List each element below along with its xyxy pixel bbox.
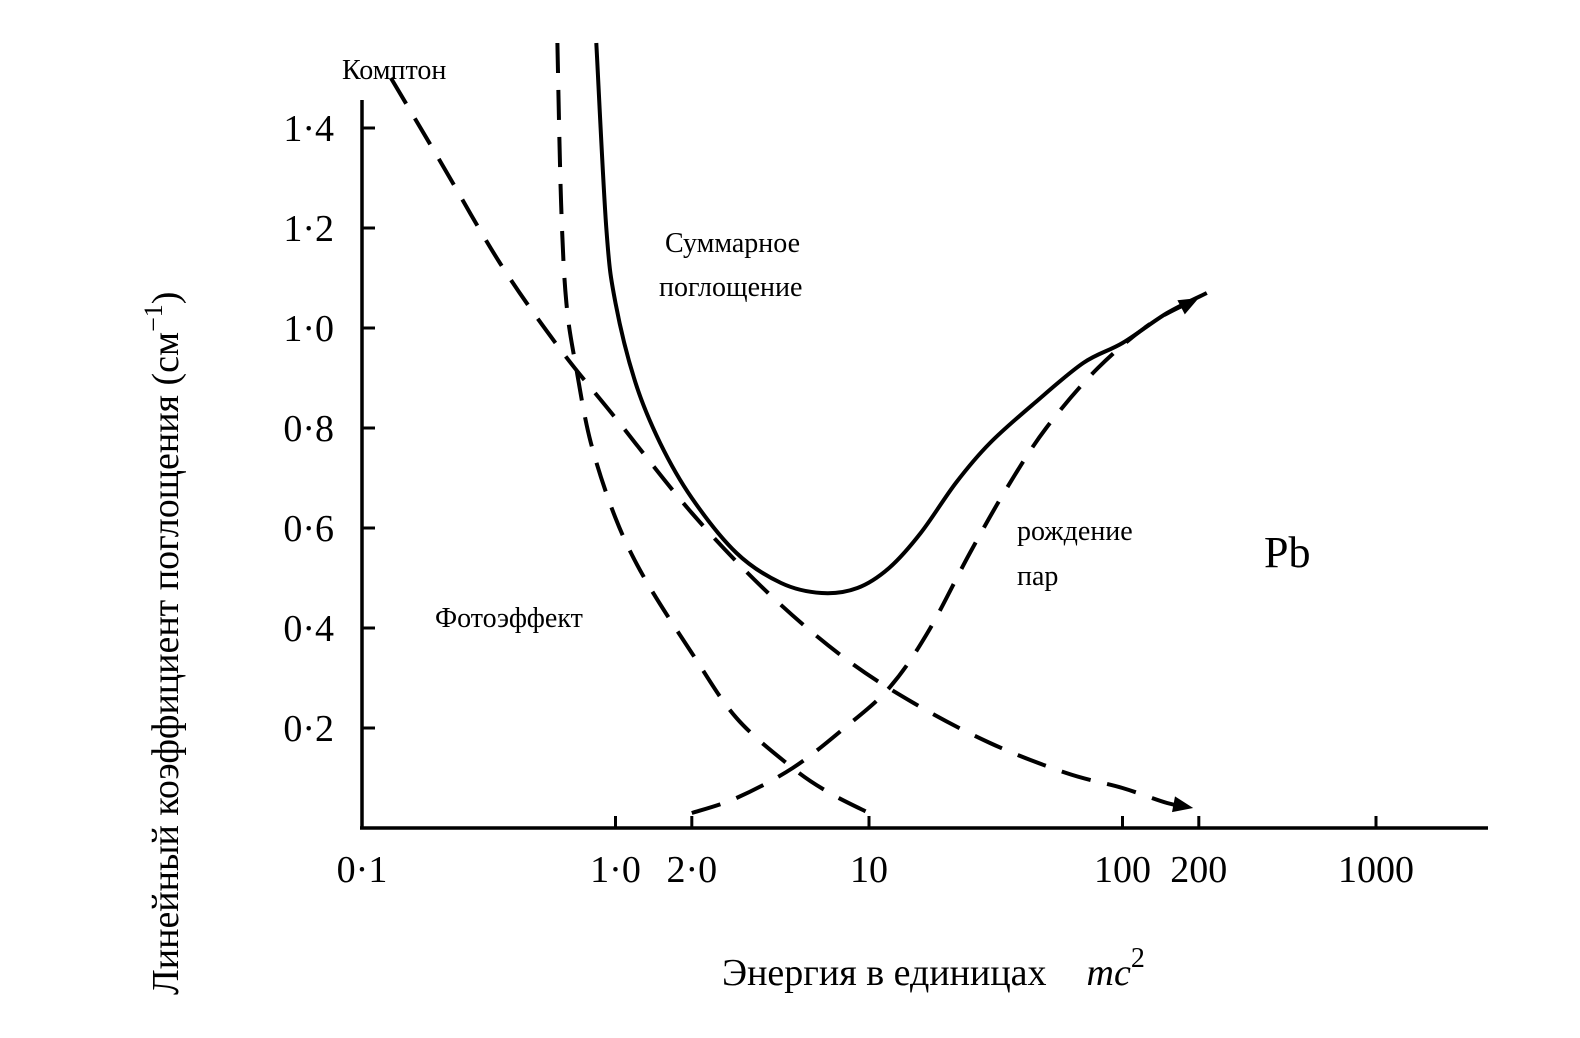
total-absorption-label-line1: Суммарное <box>665 228 800 259</box>
arrow-layer <box>1172 298 1199 813</box>
pair-production-label-line1: рождение <box>1017 516 1133 547</box>
y-tick-label-1: 1·0 <box>283 308 334 350</box>
pair-production-label-line2: пар <box>1017 561 1058 592</box>
photoeffect-curve <box>555 42 870 815</box>
x-tick-label-100: 100 <box>1094 849 1151 891</box>
total-absorption-curve <box>594 42 1208 596</box>
axes <box>360 100 1488 830</box>
y-axis-title-exponent: −1 <box>139 304 168 332</box>
pair-production-curve-arrowhead <box>1177 298 1199 315</box>
compton-label: Комптон <box>342 55 446 86</box>
x-axis-title-unit: mc <box>1087 952 1131 994</box>
compton-curve <box>389 76 1194 810</box>
y-tick-label-1-2: 1·2 <box>283 208 334 250</box>
x-tick-label-10: 10 <box>850 849 888 891</box>
x-ticks: 0·1 1·0 2·0 10 100 200 1000 <box>337 816 1414 891</box>
y-tick-label-0-4: 0·4 <box>283 608 334 650</box>
x-tick-label-200: 200 <box>1170 849 1227 891</box>
x-tick-label-1000: 1000 <box>1338 849 1414 891</box>
series-layer <box>389 42 1208 815</box>
y-axis-title-text: Линейный коэффициент поглощения (см <box>145 332 187 995</box>
y-tick-label-0-8: 0·8 <box>283 408 334 450</box>
y-axis-title: Линейный коэффициент поглощения (см−1) <box>139 292 187 995</box>
y-tick-label-0-2: 0·2 <box>283 708 334 750</box>
x-tick-label-1: 1·0 <box>590 849 641 891</box>
element-label: Pb <box>1264 528 1310 577</box>
pair-production-curve <box>691 296 1200 815</box>
y-tick-label-0-6: 0·6 <box>283 508 334 550</box>
photoeffect-label: Фотоэффект <box>435 603 583 634</box>
x-axis-title-text: Энергия в единицах <box>722 952 1047 994</box>
y-axis-title-close: ) <box>145 292 187 305</box>
x-axis-title-unit-exponent: 2 <box>1131 943 1145 974</box>
compton-curve-arrowhead <box>1172 796 1194 813</box>
y-ticks: 0·2 0·4 0·6 0·8 1·0 1·2 1·4 <box>283 108 375 750</box>
y-tick-label-1-4: 1·4 <box>283 108 334 150</box>
x-tick-label-0-1: 0·1 <box>337 849 388 891</box>
total-absorption-label-line2: поглощение <box>659 272 802 303</box>
x-axis-title: Энергия в единицах mc2 <box>722 943 1145 994</box>
x-tick-label-2: 2·0 <box>666 849 717 891</box>
